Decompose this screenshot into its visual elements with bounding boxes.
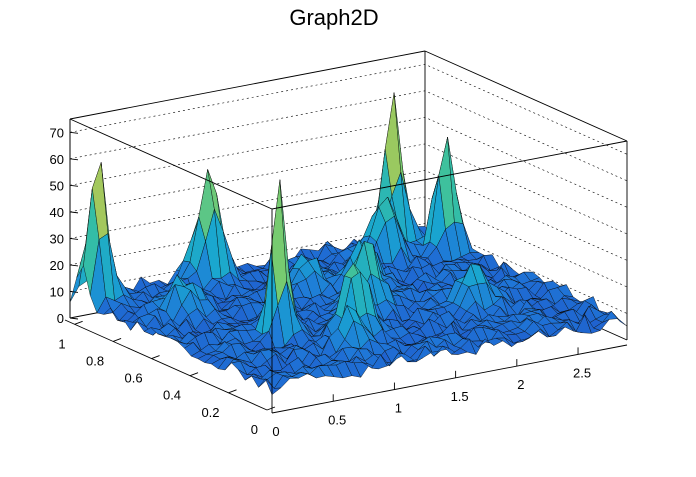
z-tick-label: 20 [50, 258, 64, 273]
frame-edge-top-back [69, 50, 426, 120]
z-tick-mark [69, 158, 79, 161]
z-tick-mark [69, 184, 79, 187]
surface-mesh [69, 92, 628, 395]
y-tick-label: 0.2 [201, 405, 219, 420]
x-tick-label: 2 [517, 377, 524, 392]
y-tick-label: 0.4 [163, 388, 181, 403]
z-tick-label: 30 [50, 231, 64, 246]
y-tick-label: 1 [58, 336, 65, 351]
grid-line-z-5 [69, 116, 628, 208]
z-tick-label: 40 [50, 205, 64, 220]
y-tick-label: 0.8 [86, 353, 104, 368]
z-tick-label: 10 [50, 284, 64, 299]
z-tick-mark [69, 237, 79, 240]
y-tick-mark [112, 338, 122, 342]
z-tick-mark [69, 211, 79, 214]
frame-edge-top-front [271, 140, 628, 210]
x-tick-label: 0 [272, 424, 279, 439]
z-tick-label: 70 [50, 125, 64, 140]
x-tick-label: 1 [395, 401, 402, 416]
grid-line-z-7 [69, 63, 628, 155]
z-tick-mark [69, 291, 79, 293]
z-tick-mark [69, 131, 79, 134]
chart-title: Graph2D [289, 5, 378, 30]
x-tick-label: 0.5 [328, 412, 346, 427]
grid-line-z-6 [69, 90, 628, 182]
frame-edge-top-left [69, 118, 273, 210]
z-tick-mark [69, 317, 79, 320]
y-tick-mark [151, 355, 160, 359]
z-tick-mark [69, 264, 79, 267]
y-tick-mark [189, 372, 199, 377]
y-tick-mark [266, 406, 276, 411]
z-tick-label: 0 [57, 311, 64, 326]
surface-cell [611, 311, 628, 327]
frame-edge-top-right [424, 50, 628, 142]
z-tick-label: 60 [50, 152, 64, 167]
y-tick-mark [74, 320, 83, 325]
box-frame-front [69, 50, 628, 408]
x-tick-label: 1.5 [451, 389, 469, 404]
axes: 00.511.522.500.20.40.60.8101020304050607… [50, 119, 628, 439]
x-tick-label: 2.5 [573, 365, 591, 380]
y-axis-line [64, 319, 268, 411]
z-tick-label: 50 [50, 178, 64, 193]
y-tick-mark [228, 389, 237, 394]
y-tick-label: 0 [251, 422, 258, 437]
y-tick-label: 0.6 [124, 371, 142, 386]
x-axis-line [271, 344, 628, 414]
